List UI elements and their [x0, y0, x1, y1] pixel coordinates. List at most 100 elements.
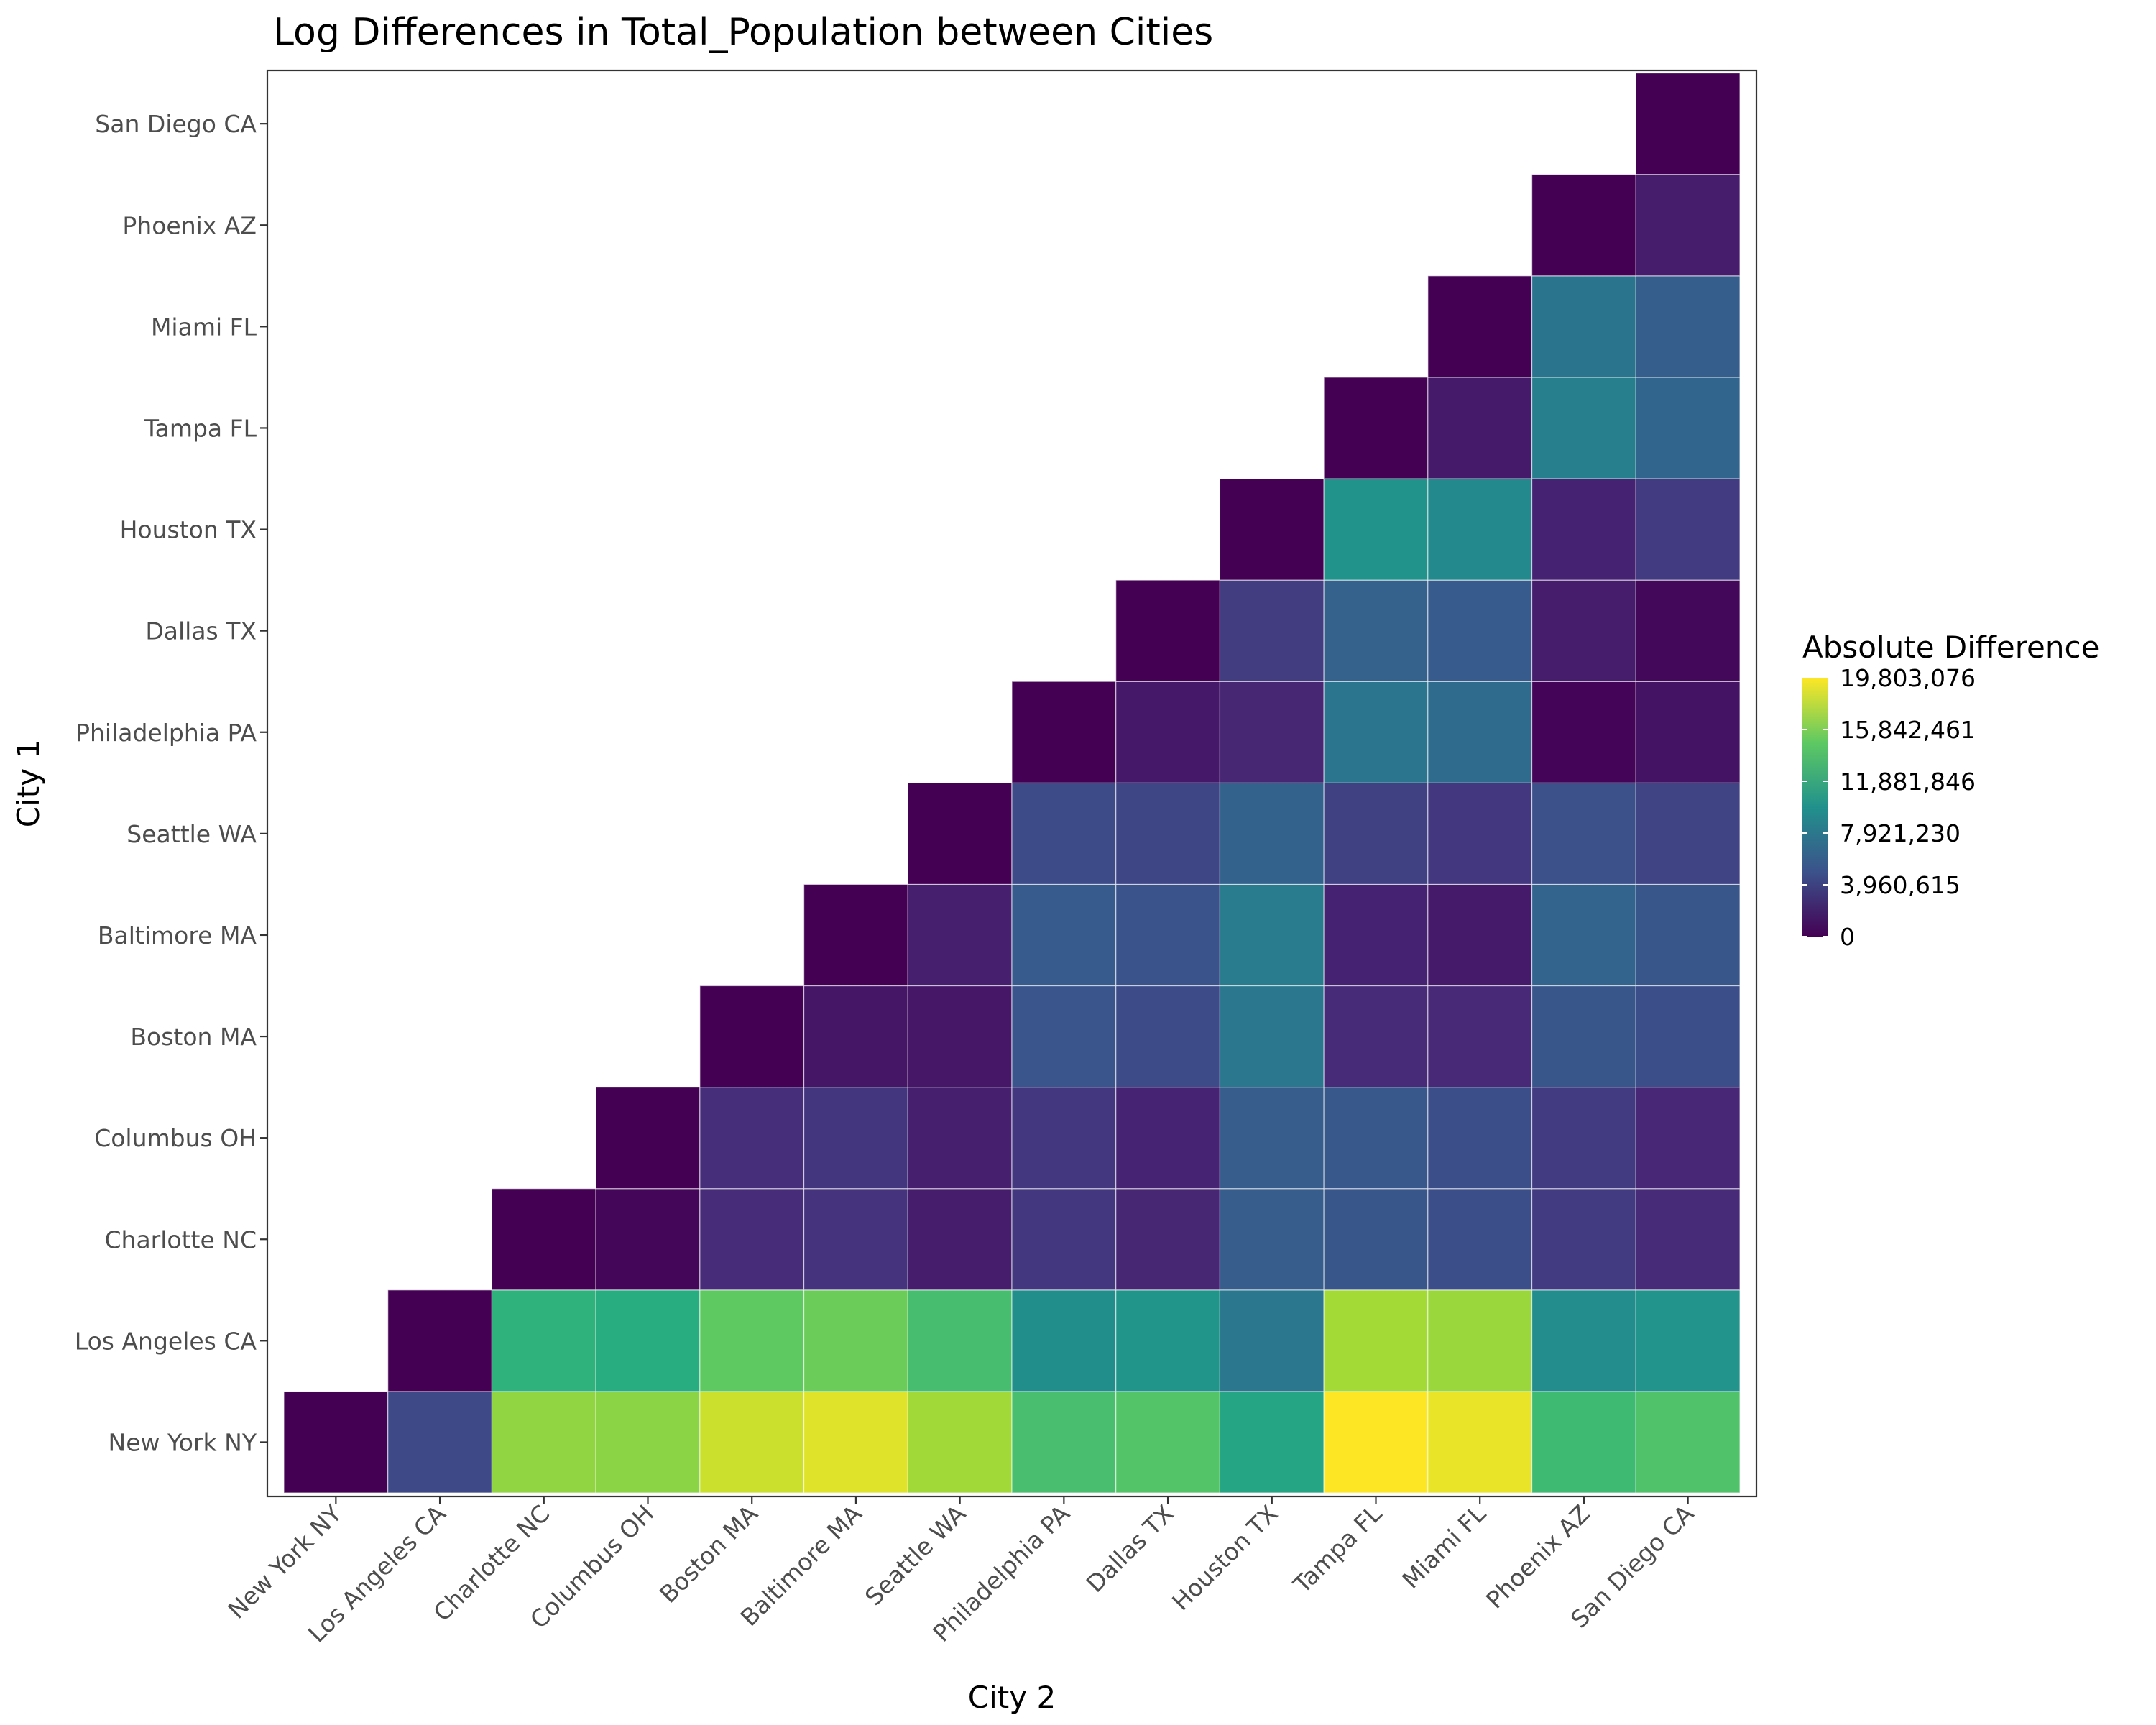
y-tick-label: Dallas TX — [145, 617, 257, 645]
heatmap-cell — [1011, 1289, 1117, 1392]
heatmap-cell — [1427, 681, 1533, 783]
heatmap-cell — [1427, 1391, 1533, 1494]
heatmap-cell — [907, 782, 1013, 886]
heatmap-cell — [1323, 1188, 1429, 1291]
heatmap-cell — [1323, 1289, 1429, 1392]
heatmap-cell — [907, 1289, 1013, 1392]
heatmap-cell — [1531, 681, 1636, 783]
heatmap-cell — [1635, 579, 1741, 682]
x-tick-label: Miami FL — [1396, 1499, 1491, 1594]
heatmap-cell — [1219, 478, 1325, 581]
y-tick-label: Los Angeles CA — [75, 1327, 257, 1355]
heatmap-cell — [595, 1188, 701, 1291]
heatmap-cell — [1011, 782, 1117, 886]
heatmap-cell — [1219, 1086, 1325, 1190]
heatmap-cell — [491, 1391, 596, 1494]
heatmap-cell — [803, 1086, 908, 1190]
heatmap-cell — [595, 1086, 701, 1190]
heatmap-cell — [1219, 782, 1325, 886]
heatmap-cell — [1011, 1188, 1117, 1291]
y-tick-label: Tampa FL — [144, 414, 257, 442]
heatmap-cell — [1011, 1391, 1117, 1494]
heatmap-cell — [803, 1188, 908, 1291]
heatmap-cell — [1323, 985, 1429, 1088]
heatmap-cell — [491, 1188, 596, 1291]
heatmap-cell — [1427, 579, 1533, 682]
heatmap-cell — [1531, 1391, 1636, 1494]
heatmap-cell — [699, 1289, 805, 1392]
heatmap-cell — [1531, 1086, 1636, 1190]
heatmap-cell — [1635, 377, 1741, 479]
heatmap-cell — [1323, 478, 1429, 581]
heatmap-cell — [1219, 985, 1325, 1088]
heatmap-cell — [907, 883, 1013, 987]
y-tick-label: Charlotte NC — [104, 1225, 257, 1254]
heatmap-cell — [1219, 1289, 1325, 1392]
heatmap-cell — [1011, 883, 1117, 987]
heatmap-cell — [1011, 1086, 1117, 1190]
y-axis-title: City 1 — [11, 740, 46, 827]
heatmap-cell — [1531, 782, 1636, 886]
x-axis-title: City 2 — [968, 1680, 1056, 1715]
heatmap-cell — [1323, 681, 1429, 783]
heatmap-cell — [1531, 579, 1636, 682]
heatmap-cell — [907, 1188, 1013, 1291]
heatmap-cell — [1323, 782, 1429, 886]
heatmap-cell — [1323, 579, 1429, 682]
x-tick-label: Phoenix AZ — [1480, 1499, 1595, 1614]
x-tick-label: Boston MA — [654, 1499, 763, 1609]
heatmap-cell — [1427, 275, 1533, 378]
heatmap-cell — [699, 1086, 805, 1190]
x-tick-label: Dallas TX — [1081, 1499, 1179, 1598]
heatmap-cell — [1635, 174, 1741, 277]
heatmap-cell — [1115, 681, 1221, 783]
heatmap-cell — [907, 985, 1013, 1088]
heatmap-cells — [283, 72, 1741, 1494]
y-tick-label: San Diego CA — [95, 110, 257, 138]
y-tick-label: Baltimore MA — [98, 921, 257, 949]
heatmap-cell — [1427, 883, 1533, 987]
heatmap-cell — [1219, 1391, 1325, 1494]
heatmap-cell — [1115, 782, 1221, 886]
heatmap-cell — [1635, 681, 1741, 783]
chart-title: Log Differences in Total_Population betw… — [273, 11, 1213, 54]
heatmap-cell — [1531, 377, 1636, 479]
heatmap-cell — [1635, 478, 1741, 581]
heatmap-cell — [1635, 275, 1741, 378]
heatmap-cell — [1531, 174, 1636, 277]
heatmap-cell — [1635, 883, 1741, 987]
legend-title: Absolute Difference — [1802, 630, 2099, 665]
heatmap-cell — [1115, 579, 1221, 682]
heatmap-cell — [1427, 782, 1533, 886]
heatmap-cell — [1427, 478, 1533, 581]
heatmap-cell — [1635, 1391, 1741, 1494]
heatmap-cell — [1011, 681, 1117, 783]
heatmap-cell — [1115, 1289, 1221, 1392]
heatmap-cell — [1635, 1086, 1741, 1190]
heatmap-cell — [1427, 377, 1533, 479]
heatmap-cell — [1635, 72, 1741, 175]
heatmap-cell — [1531, 1188, 1636, 1291]
heatmap-cell — [1219, 579, 1325, 682]
y-tick-label: Miami FL — [151, 313, 257, 341]
heatmap-cell — [1115, 985, 1221, 1088]
heatmap-cell — [803, 985, 908, 1088]
heatmap-cell — [1323, 883, 1429, 987]
heatmap-cell — [491, 1289, 596, 1392]
legend-ticks: 0 3,960,615 7,921,230 11,881,846 15,842,461 1… — [1802, 664, 1976, 951]
heatmap-cell — [1531, 478, 1636, 581]
y-axis-ticks: New York NY Los Angeles CA Charlotte NC Col… — [75, 110, 267, 1456]
heatmap-cell — [1427, 1086, 1533, 1190]
heatmap-cell — [1531, 985, 1636, 1088]
heatmap-cell — [1115, 1391, 1221, 1494]
legend-tick-label: 3,960,615 — [1840, 871, 1961, 899]
heatmap-cell — [699, 1188, 805, 1291]
panel-border — [266, 69, 1758, 1498]
x-tick-label: Houston TX — [1166, 1499, 1283, 1616]
y-tick-label: New York NY — [109, 1428, 257, 1456]
heatmap-cell — [1323, 1391, 1429, 1494]
heatmap-cell — [907, 1086, 1013, 1190]
heatmap-cell — [595, 1289, 701, 1392]
heatmap-cell — [803, 1391, 908, 1494]
